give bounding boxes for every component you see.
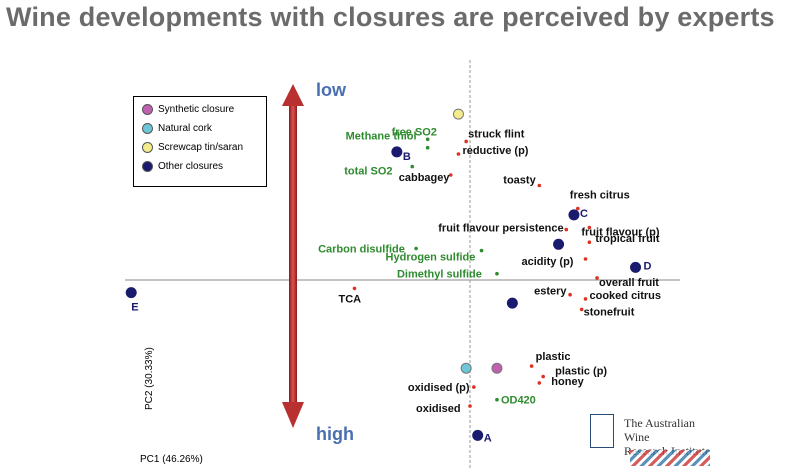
- attribute-point: [352, 286, 357, 291]
- natural-cork-swatch: [142, 123, 153, 134]
- chart-title: Wine developments with closures are perc…: [6, 2, 775, 32]
- attribute-point: [479, 248, 484, 253]
- attribute-point: [537, 381, 542, 385]
- closure-label: E: [131, 302, 138, 314]
- wine-glass-icon: [590, 414, 614, 448]
- closure-marker: [491, 362, 503, 374]
- attribute-label: oxidised (p): [408, 382, 470, 394]
- closure-marker: [506, 297, 518, 309]
- attribute-label: Dimethyl sulfide: [397, 269, 482, 281]
- attribute-point: [425, 137, 430, 142]
- closure-label: A: [484, 432, 492, 444]
- attribute-point: [579, 307, 584, 312]
- legend: Synthetic closure Natural cork Screwcap …: [133, 96, 267, 187]
- attribute-point: [595, 276, 599, 280]
- attribute-point: [541, 374, 545, 379]
- attribute-point: [537, 183, 542, 188]
- attribute-label: OD420: [501, 395, 536, 407]
- closure-marker: [460, 362, 472, 374]
- attribute-point: [564, 227, 569, 232]
- attribute-label: Carbon disulfide: [318, 244, 405, 256]
- attribute-point: [410, 164, 415, 169]
- attribute-label: fruit flavour (p): [581, 227, 660, 239]
- attribute-point: [495, 271, 499, 276]
- attribute-point: [587, 240, 592, 244]
- attribute-label: TCA: [339, 293, 362, 305]
- closure-marker: [391, 146, 403, 158]
- x-axis-label: PC1 (46.26%): [140, 454, 203, 465]
- attribute-label: acidity (p): [522, 256, 574, 268]
- attribute-point: [464, 139, 468, 144]
- closure-marker: [553, 238, 565, 250]
- screwcap-swatch: [142, 142, 153, 153]
- arrow-label-low: low: [316, 80, 347, 100]
- y-axis-label: PC2 (30.33%): [144, 347, 155, 410]
- attribute-point: [448, 173, 453, 177]
- attribute-label: toasty: [503, 175, 536, 187]
- legend-entry: Other closures: [142, 161, 223, 172]
- attribute-label: Methane thiol: [346, 131, 417, 143]
- closure-label: D: [644, 260, 652, 272]
- closure-label: C: [580, 208, 588, 220]
- attribute-label: plastic: [536, 351, 571, 363]
- attribute-label: tropical fruit: [595, 233, 660, 245]
- other-closures-swatch: [142, 161, 153, 172]
- attribute-label: cabbagey: [399, 172, 451, 184]
- attribute-point: [468, 404, 472, 408]
- arrow-head-up: [282, 84, 304, 106]
- attribute-point: [456, 152, 461, 156]
- attribute-label: struck flint: [468, 128, 525, 140]
- attribute-point: [472, 385, 476, 389]
- attribute-label: honey: [551, 376, 584, 388]
- attribute-label: free SO2: [392, 126, 437, 138]
- arrow-head-down: [282, 402, 304, 428]
- attribute-label: estery: [534, 286, 567, 298]
- attribute-point: [583, 257, 588, 261]
- attribute-point: [425, 145, 430, 150]
- attribute-label: fruit flavour persistence: [438, 223, 563, 235]
- attribute-point: [495, 397, 499, 402]
- closure-label: B: [403, 151, 411, 163]
- attribute-label: plastic (p): [555, 366, 607, 378]
- closure-marker: [630, 261, 642, 273]
- attribute-point: [568, 292, 572, 297]
- attribute-label: total SO2: [344, 166, 392, 178]
- attribute-point: [576, 206, 580, 211]
- attribute-label: fresh citrus: [570, 190, 630, 202]
- logo-stripe: [630, 450, 710, 466]
- awri-logo: The Australian Wine Research Institute: [588, 414, 718, 468]
- attribute-point: [583, 297, 588, 301]
- attribute-point: [529, 364, 534, 368]
- attribute-label: stonefruit: [584, 306, 635, 318]
- legend-entry: Screwcap tin/saran: [142, 142, 243, 153]
- arrow-shaft: [289, 104, 297, 404]
- closure-marker: [125, 287, 137, 299]
- attribute-label: Hydrogen sulfide: [386, 252, 476, 264]
- legend-entry: Synthetic closure: [142, 104, 234, 115]
- closure-marker: [472, 429, 484, 441]
- arrow-label-high: high: [316, 424, 354, 444]
- synthetic-closure-swatch: [142, 104, 153, 115]
- attribute-point: [414, 246, 418, 251]
- closure-marker: [452, 108, 464, 120]
- attribute-label: reductive (p): [462, 145, 528, 157]
- closure-marker: [568, 209, 580, 221]
- attribute-label: oxidised: [416, 403, 461, 415]
- attribute-label: overall fruit: [599, 277, 659, 289]
- legend-entry: Natural cork: [142, 123, 212, 134]
- attribute-label: cooked citrus: [590, 290, 662, 302]
- attribute-point: [587, 225, 592, 230]
